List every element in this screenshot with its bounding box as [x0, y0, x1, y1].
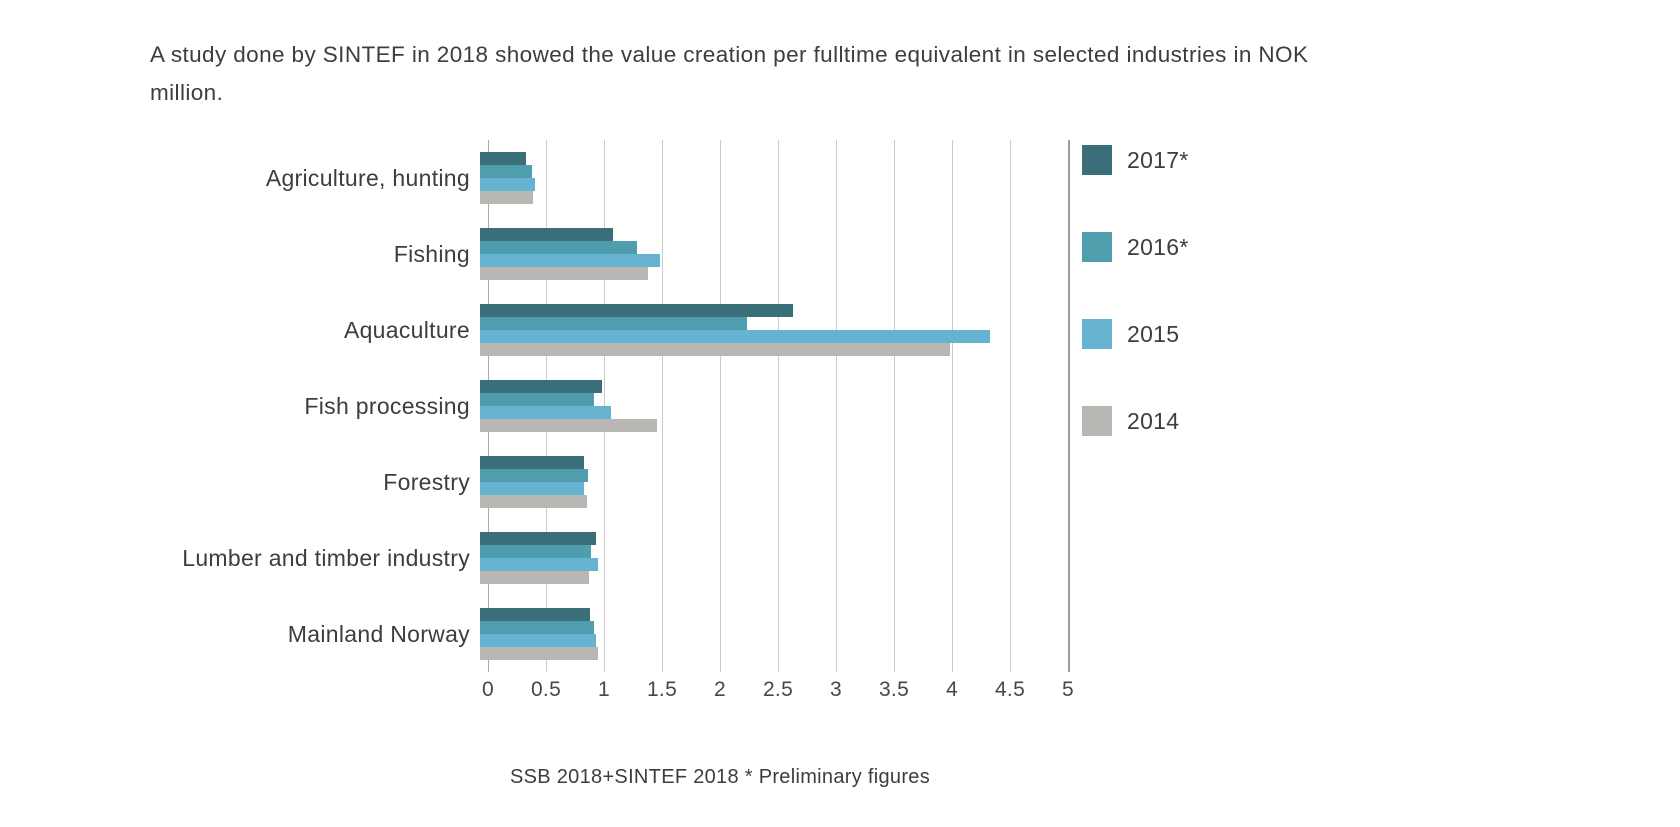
bar-2014-fish-processing	[480, 419, 658, 432]
legend-item-2015: 2015	[1082, 319, 1179, 349]
legend-swatch-2017	[1082, 145, 1112, 175]
chart-row-fish-processing: Fish processing	[150, 380, 1068, 432]
chart-rows: Agriculture, hunting Fishing Aquaculture Fi…	[150, 140, 1068, 672]
legend-label-2014: 2014	[1127, 407, 1180, 434]
category-label-aquaculture: Aquaculture	[343, 316, 470, 343]
bars-forestry	[480, 456, 1060, 508]
source-note: SSB 2018+SINTEF 2018 * Preliminary figur…	[509, 766, 930, 788]
x-tick-label: 2.5	[762, 678, 794, 701]
legend-swatch-2015	[1082, 319, 1112, 349]
bar-2014-mainland-norway	[480, 647, 599, 660]
bar-2016-fish-processing	[480, 393, 594, 406]
bars-lumber-and-timber-industry	[480, 532, 1060, 584]
legend-label-2015: 2015	[1127, 320, 1180, 347]
bar-2015-lumber-and-timber-industry	[480, 558, 599, 571]
x-tick-label: 3.5	[878, 678, 910, 701]
legend-swatch-2014	[1082, 406, 1112, 436]
bar-2016-fishing	[480, 241, 637, 254]
chart-row-fishing: Fishing	[150, 228, 1068, 280]
category-label-mainland-norway: Mainland Norway	[287, 620, 470, 647]
x-axis: 0 0.5 1 1.5 2 2.5 3 3.5 4 4.5 5	[482, 678, 1074, 704]
gridline	[720, 140, 721, 672]
chart-row-aquaculture: Aquaculture	[150, 304, 1068, 356]
legend-item-2016: 2016*	[1082, 232, 1189, 262]
bar-2017-aquaculture	[480, 304, 794, 317]
gridline	[1068, 140, 1070, 672]
bar-2014-forestry	[480, 495, 587, 508]
bar-2017-forestry	[480, 456, 585, 469]
bar-2017-lumber-and-timber-industry	[480, 532, 596, 545]
bar-2015-aquaculture	[480, 330, 991, 343]
x-tick-label: 5	[1062, 678, 1074, 701]
bar-2016-mainland-norway	[480, 621, 594, 634]
legend-item-2014: 2014	[1082, 406, 1179, 436]
bars-aquaculture	[480, 304, 1060, 356]
x-tick-label: 0.5	[530, 678, 562, 701]
bars-mainland-norway	[480, 608, 1060, 660]
x-tick-label: 4	[946, 678, 958, 701]
bar-2016-forestry	[480, 469, 588, 482]
bar-2016-aquaculture	[480, 317, 747, 330]
gridline	[894, 140, 895, 672]
x-tick-label: 4.5	[994, 678, 1026, 701]
bars-fish-processing	[480, 380, 1060, 432]
x-tick-label: 3	[830, 678, 842, 701]
gridline	[662, 140, 663, 672]
chart-row-agriculture-hunting: Agriculture, hunting	[150, 152, 1068, 204]
bar-2015-agriculture-hunting	[480, 178, 535, 191]
chart-row-lumber-and-timber-industry: Lumber and timber industry	[150, 532, 1068, 584]
category-label-agriculture-hunting: Agriculture, hunting	[265, 164, 470, 191]
bar-2014-fishing	[480, 267, 649, 280]
bars-agriculture-hunting	[480, 152, 1060, 204]
bar-2014-agriculture-hunting	[480, 191, 534, 204]
gridline	[1010, 140, 1011, 672]
bar-2014-lumber-and-timber-industry	[480, 571, 590, 584]
x-tick-label: 1.5	[646, 678, 678, 701]
chart-row-mainland-norway: Mainland Norway	[150, 608, 1068, 660]
gridline	[836, 140, 837, 672]
gridline	[778, 140, 779, 672]
bar-2017-fish-processing	[480, 380, 602, 393]
legend-item-2017: 2017*	[1082, 145, 1189, 175]
category-label-fish-processing: Fish processing	[304, 392, 470, 419]
x-tick-label: 0	[482, 678, 494, 701]
x-tick-label: 2	[714, 678, 726, 701]
x-tick-label: 1	[598, 678, 610, 701]
gridline	[952, 140, 953, 672]
legend-label-2017: 2017*	[1127, 146, 1189, 173]
bar-2017-fishing	[480, 228, 614, 241]
bar-2016-agriculture-hunting	[480, 165, 533, 178]
legend-label-2016: 2016*	[1127, 233, 1189, 260]
bar-2015-forestry	[480, 482, 585, 495]
chart-row-forestry: Forestry	[150, 456, 1068, 508]
bars-fishing	[480, 228, 1060, 280]
bar-2015-fish-processing	[480, 406, 612, 419]
bar-2017-agriculture-hunting	[480, 152, 527, 165]
bar-2016-lumber-and-timber-industry	[480, 545, 592, 558]
bar-2014-aquaculture	[480, 343, 950, 356]
bar-2015-mainland-norway	[480, 634, 596, 647]
category-label-lumber-and-timber-industry: Lumber and timber industry	[182, 544, 470, 571]
category-label-forestry: Forestry	[383, 468, 470, 495]
bar-2017-mainland-norway	[480, 608, 591, 621]
category-label-fishing: Fishing	[393, 240, 470, 267]
legend-swatch-2016	[1082, 232, 1112, 262]
chart-description: A study done by SINTEF in 2018 showed th…	[150, 42, 1309, 105]
bar-2015-fishing	[480, 254, 660, 267]
